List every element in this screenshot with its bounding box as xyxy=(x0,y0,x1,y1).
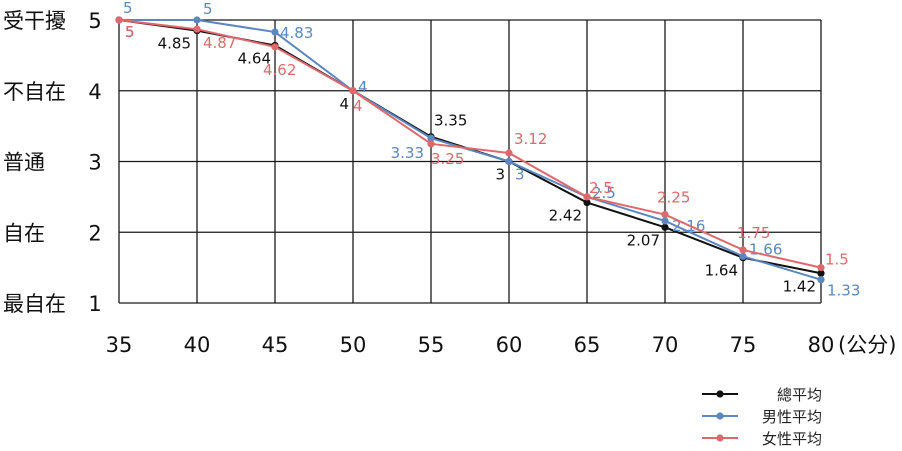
data-point xyxy=(193,25,201,33)
data-label: 1.33 xyxy=(827,282,860,300)
data-point xyxy=(193,16,201,24)
data-label: 4.87 xyxy=(203,34,236,52)
data-label: 1.75 xyxy=(737,224,770,242)
data-point xyxy=(661,210,669,219)
x-axis: (公分) 35 40 45 50 55 60 65 70 75 80 xyxy=(106,333,897,357)
y-tick-label-number: 2 xyxy=(88,221,101,245)
data-point xyxy=(349,87,357,95)
legend-marker xyxy=(716,390,724,398)
data-point xyxy=(661,217,669,225)
legend-label: 總平均 xyxy=(777,386,822,404)
data-point xyxy=(271,28,279,36)
data-label: 1.42 xyxy=(783,277,816,295)
data-point xyxy=(427,140,435,148)
data-label: 3 xyxy=(515,166,525,184)
data-point xyxy=(817,269,825,277)
series-line xyxy=(118,19,822,275)
series-line xyxy=(118,19,822,269)
data-point xyxy=(505,157,513,166)
legend-label: 女性平均 xyxy=(762,430,822,448)
series-line xyxy=(119,19,822,281)
data-label: 5 xyxy=(125,23,135,41)
data-label: 2.5 xyxy=(592,184,616,202)
data-label: 1.64 xyxy=(705,262,738,280)
chart-series: 5 4.85 4.64 4 3.35 3 2.42 2.07 1.64 1.42 5 5 4.83 4 3.… xyxy=(115,0,860,300)
data-label: 3.25 xyxy=(431,150,464,168)
data-point xyxy=(583,198,591,207)
data-point xyxy=(505,149,513,157)
y-tick-label-word: 普通 xyxy=(3,151,45,175)
data-label: 1.5 xyxy=(825,251,849,269)
data-point xyxy=(427,134,435,142)
data-point xyxy=(817,276,825,284)
y-tick-label-word: 最自在 xyxy=(3,292,66,316)
data-point xyxy=(583,193,591,201)
y-tick-label-word: 受干擾 xyxy=(3,9,66,33)
legend-label: 男性平均 xyxy=(762,408,822,426)
y-tick-label-word: 自在 xyxy=(3,221,45,245)
data-label: 3 xyxy=(495,166,505,184)
data-label: 4.64 xyxy=(238,49,271,67)
y-tick-label-number: 3 xyxy=(88,151,101,175)
legend-item: 總平均 xyxy=(702,386,822,404)
legend-marker xyxy=(716,434,724,442)
data-label: 3.33 xyxy=(391,144,424,162)
data-point xyxy=(817,264,825,272)
x-tick-label: 50 xyxy=(340,333,367,357)
legend-marker xyxy=(716,412,724,420)
data-label: 3.12 xyxy=(514,130,547,148)
data-point xyxy=(115,16,123,24)
legend-item: 女性平均 xyxy=(702,430,822,448)
data-label: 5 xyxy=(123,0,133,17)
data-label: 5 xyxy=(125,23,135,41)
data-label: 4 xyxy=(358,78,368,96)
data-label: 4 xyxy=(339,95,349,113)
x-tick-label: 60 xyxy=(496,333,523,357)
x-tick-label: 45 xyxy=(262,333,289,357)
x-tick-label: 75 xyxy=(730,333,757,357)
x-tick-label: 65 xyxy=(574,333,601,357)
x-tick-label: 55 xyxy=(418,333,445,357)
y-axis: 受干擾 5 不自在 4 普通 3 自在 2 最自在 1 xyxy=(3,9,102,316)
data-label: 4 xyxy=(353,97,363,115)
data-point xyxy=(271,43,279,51)
x-tick-label: 40 xyxy=(184,333,211,357)
series-1: 5 4.85 4.64 4 3.35 3 2.42 2.07 1.64 1.42 xyxy=(115,16,825,295)
data-label: 2.42 xyxy=(549,207,582,225)
y-tick-label-number: 5 xyxy=(88,9,101,33)
data-label: 4.62 xyxy=(263,61,296,79)
y-tick-label-number: 4 xyxy=(88,80,101,104)
x-tick-label: 35 xyxy=(106,333,133,357)
x-axis-unit-label: (公分) xyxy=(838,333,896,357)
data-label: 3.35 xyxy=(434,112,467,130)
y-tick-label-number: 1 xyxy=(88,292,101,316)
data-label: 2.25 xyxy=(657,189,690,207)
series-3: 5 4.87 4.62 4 3.25 3.12 2.5 2.25 1.75 1.5 xyxy=(115,16,849,272)
data-label: 2.5 xyxy=(589,179,613,197)
legend-item: 男性平均 xyxy=(702,408,822,426)
x-tick-label: 70 xyxy=(652,333,679,357)
data-label: 2.07 xyxy=(627,231,660,249)
data-label: 4.85 xyxy=(158,35,191,53)
data-label: 5 xyxy=(203,0,213,18)
chart-grid xyxy=(118,19,822,304)
data-point xyxy=(739,252,747,260)
data-point xyxy=(661,223,669,231)
x-tick-label: 80 xyxy=(808,333,835,357)
data-label: 4.83 xyxy=(280,24,313,42)
data-point xyxy=(739,246,747,254)
y-tick-label-word: 不自在 xyxy=(3,80,66,104)
